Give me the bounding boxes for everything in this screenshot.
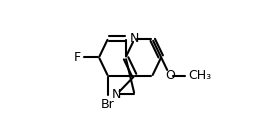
Text: O: O bbox=[165, 69, 175, 82]
Text: N: N bbox=[112, 88, 121, 101]
Text: N: N bbox=[130, 32, 139, 45]
Text: Br: Br bbox=[101, 98, 115, 111]
Text: F: F bbox=[74, 51, 81, 64]
Text: CH₃: CH₃ bbox=[188, 69, 211, 82]
